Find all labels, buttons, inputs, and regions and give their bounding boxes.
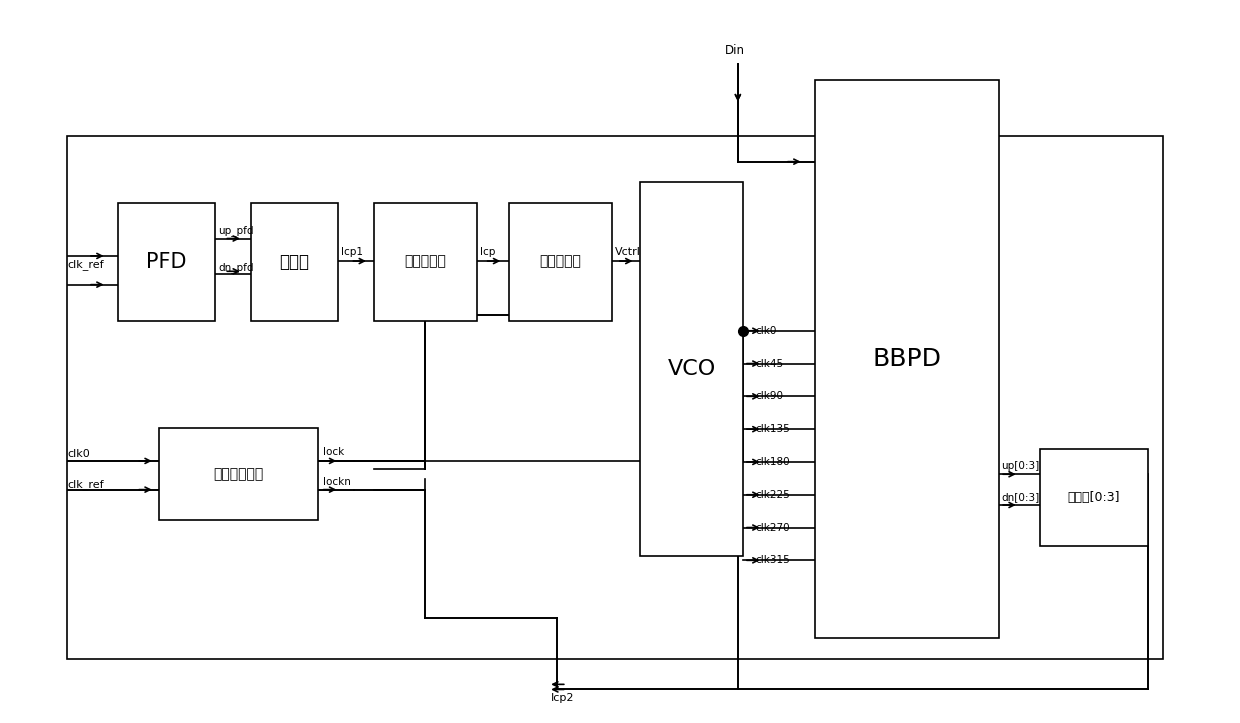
Text: up[0:3]: up[0:3]: [1001, 461, 1039, 471]
Bar: [159, 428, 317, 521]
Text: lockn: lockn: [322, 477, 351, 487]
Text: Din: Din: [724, 44, 744, 57]
Text: clk135: clk135: [755, 424, 790, 434]
Text: up_pfd: up_pfd: [218, 225, 254, 236]
Bar: [67, 136, 1163, 659]
Bar: [641, 182, 743, 556]
Text: dn_pfd: dn_pfd: [218, 262, 254, 273]
Text: clk_ref: clk_ref: [67, 479, 104, 490]
Text: Vctrl: Vctrl: [615, 247, 641, 257]
Text: 二选一电路: 二选一电路: [404, 254, 446, 268]
Text: clk0: clk0: [755, 326, 776, 335]
Text: Icp1: Icp1: [341, 247, 363, 257]
Text: clk45: clk45: [755, 359, 784, 369]
Text: 低通滤波器: 低通滤波器: [539, 254, 582, 268]
Text: clk90: clk90: [755, 391, 784, 401]
Text: 电荷泵[0:3]: 电荷泵[0:3]: [1068, 491, 1120, 504]
Text: lock: lock: [322, 447, 343, 457]
Text: clk0: clk0: [67, 449, 91, 458]
Text: clk270: clk270: [755, 523, 790, 533]
Text: 电荷泵: 电荷泵: [279, 252, 310, 270]
Bar: [118, 202, 216, 320]
Text: Icp2: Icp2: [552, 693, 575, 703]
Bar: [815, 80, 999, 638]
Bar: [510, 202, 611, 320]
Text: clk180: clk180: [755, 457, 790, 467]
Text: clk225: clk225: [755, 489, 790, 500]
Bar: [374, 202, 476, 320]
Bar: [1040, 448, 1148, 546]
Text: clk_ref: clk_ref: [67, 259, 104, 270]
Text: VCO: VCO: [667, 359, 715, 379]
Text: Icp: Icp: [480, 247, 495, 257]
Bar: [250, 202, 339, 320]
Text: clk315: clk315: [755, 555, 790, 565]
Text: dn[0:3]: dn[0:3]: [1001, 492, 1039, 502]
Text: BBPD: BBPD: [873, 347, 941, 371]
Text: PFD: PFD: [146, 252, 187, 272]
Text: 锁定检测电路: 锁定检测电路: [213, 467, 263, 482]
